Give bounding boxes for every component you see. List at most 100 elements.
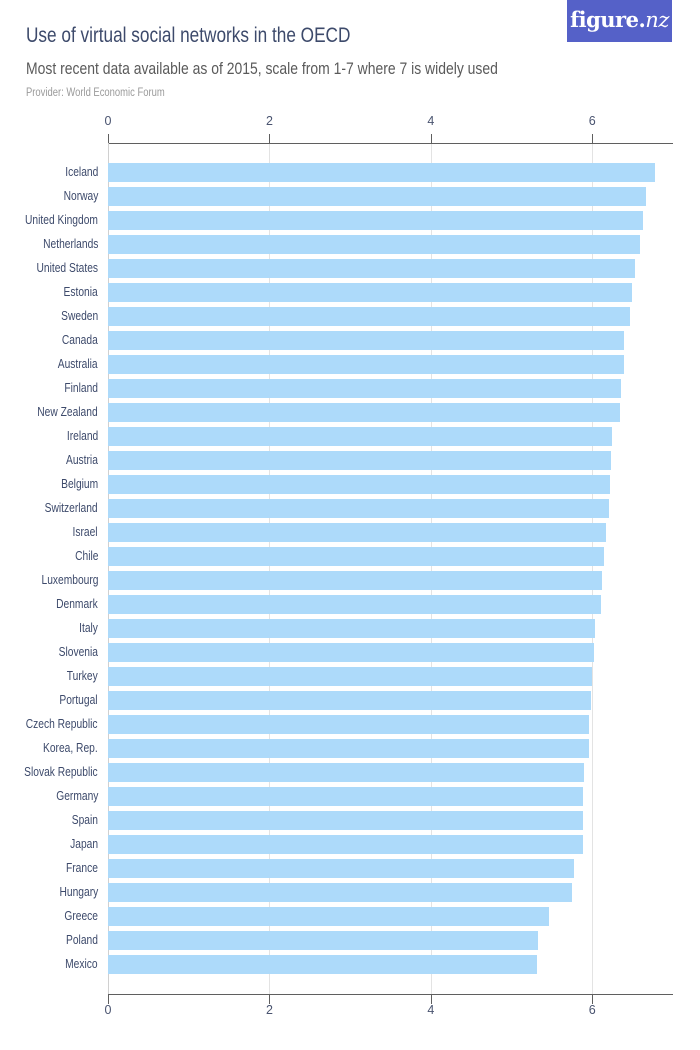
bottom-axis-tick [108, 995, 109, 1004]
category-label: Belgium [53, 475, 98, 494]
bar[interactable] [108, 211, 644, 230]
bar[interactable] [108, 379, 621, 398]
bar[interactable] [108, 859, 574, 878]
bar[interactable] [108, 571, 602, 590]
category-label-text: Denmark [56, 597, 98, 611]
category-label: Estonia [56, 283, 98, 302]
bottom-axis-tick-label: 0 [104, 1003, 112, 1017]
bar[interactable] [108, 403, 620, 422]
category-label-text: Norway [63, 189, 98, 203]
category-label: Hungary [51, 883, 98, 902]
category-label-text: Italy [79, 621, 98, 635]
category-label-text: Germany [55, 789, 98, 803]
top-axis-tick-label: 0 [104, 114, 112, 128]
bar[interactable] [108, 763, 585, 782]
category-label-text: Chile [74, 549, 98, 563]
category-label-text: Belgium [60, 477, 98, 491]
category-label-text: France [66, 861, 98, 875]
top-axis-tick-label: 2 [265, 114, 273, 128]
top-axis-tick [430, 134, 432, 143]
bar[interactable] [108, 259, 636, 278]
category-label: Australia [49, 355, 98, 374]
bar[interactable] [108, 739, 590, 758]
category-label: Germany [47, 787, 98, 806]
bar[interactable] [108, 355, 624, 374]
category-label-text: United Kingdom [25, 213, 98, 227]
category-label: Ireland [60, 427, 98, 446]
bar[interactable] [108, 187, 647, 206]
bar[interactable] [108, 523, 606, 542]
bar[interactable] [108, 811, 583, 830]
bar[interactable] [108, 619, 595, 638]
category-label-text: Slovak Republic [24, 765, 98, 779]
bar[interactable] [108, 451, 611, 470]
category-label: United States [23, 259, 98, 278]
bar[interactable] [108, 667, 593, 686]
category-label: Czech Republic [10, 715, 98, 734]
category-label-text: Australia [58, 357, 98, 371]
figure-nz-logo[interactable]: figure.nz [567, 0, 672, 42]
bar[interactable] [108, 835, 583, 854]
category-label: Japan [64, 835, 98, 854]
bar[interactable] [108, 427, 612, 446]
bar[interactable] [108, 643, 594, 662]
bar[interactable] [108, 547, 604, 566]
bar[interactable] [108, 283, 632, 302]
bar[interactable] [108, 883, 573, 902]
bar[interactable] [108, 787, 584, 806]
top-axis-tick [269, 134, 271, 143]
top-axis-tick [108, 134, 109, 143]
logo-text: figure. [570, 7, 646, 32]
category-label: Austria [59, 451, 98, 470]
y-axis-baseline [108, 143, 109, 994]
category-label: Denmark [47, 595, 98, 614]
category-label-text: Mexico [65, 957, 98, 971]
category-label: United Kingdom [9, 211, 98, 230]
category-label: Poland [59, 931, 98, 950]
bar[interactable] [108, 931, 539, 950]
category-label: Turkey [60, 667, 98, 686]
chart-title: Use of virtual social networks in the OE… [26, 24, 351, 47]
bar[interactable] [108, 331, 624, 350]
category-label-text: Korea, Rep. [43, 741, 98, 755]
category-label: Canada [54, 331, 98, 350]
category-label: Slovenia [50, 643, 98, 662]
bar[interactable] [108, 595, 602, 614]
category-label: New Zealand [24, 403, 98, 422]
bar[interactable] [108, 163, 656, 182]
category-label: Korea, Rep. [31, 739, 98, 758]
category-label-text: United States [36, 261, 98, 275]
category-label: France [59, 859, 98, 878]
bar[interactable] [108, 307, 631, 326]
top-axis-tick-label: 6 [588, 114, 596, 128]
category-label: Greece [57, 907, 98, 926]
bottom-axis-tick [430, 995, 432, 1004]
bottom-x-axis [108, 994, 673, 995]
bar[interactable] [108, 475, 611, 494]
category-label-text: Poland [66, 933, 98, 947]
bar[interactable] [108, 499, 610, 518]
category-label: Luxembourg [29, 571, 98, 590]
category-label-text: Spain [71, 813, 98, 827]
category-label: Portugal [51, 691, 98, 710]
category-label-text: Iceland [64, 165, 98, 179]
category-label-text: Switzerland [45, 501, 98, 515]
category-label-text: Greece [64, 909, 98, 923]
category-label: Mexico [58, 955, 98, 974]
bottom-axis-tick-label: 6 [588, 1003, 596, 1017]
category-label: Sweden [53, 307, 98, 326]
bar[interactable] [108, 955, 537, 974]
bar[interactable] [108, 235, 640, 254]
category-label: Israel [67, 523, 98, 542]
bar[interactable] [108, 907, 549, 926]
chart-subtitle: Most recent data available as of 2015, s… [26, 59, 498, 78]
bar[interactable] [108, 715, 590, 734]
gridline [592, 143, 594, 994]
logo-suffix: nz [645, 8, 669, 32]
category-label-text: Luxembourg [41, 573, 98, 587]
bottom-axis-tick-label: 2 [265, 1003, 273, 1017]
category-label-text: Portugal [59, 693, 98, 707]
bar[interactable] [108, 691, 592, 710]
category-label-text: Czech Republic [26, 717, 98, 731]
gridline [269, 143, 271, 994]
